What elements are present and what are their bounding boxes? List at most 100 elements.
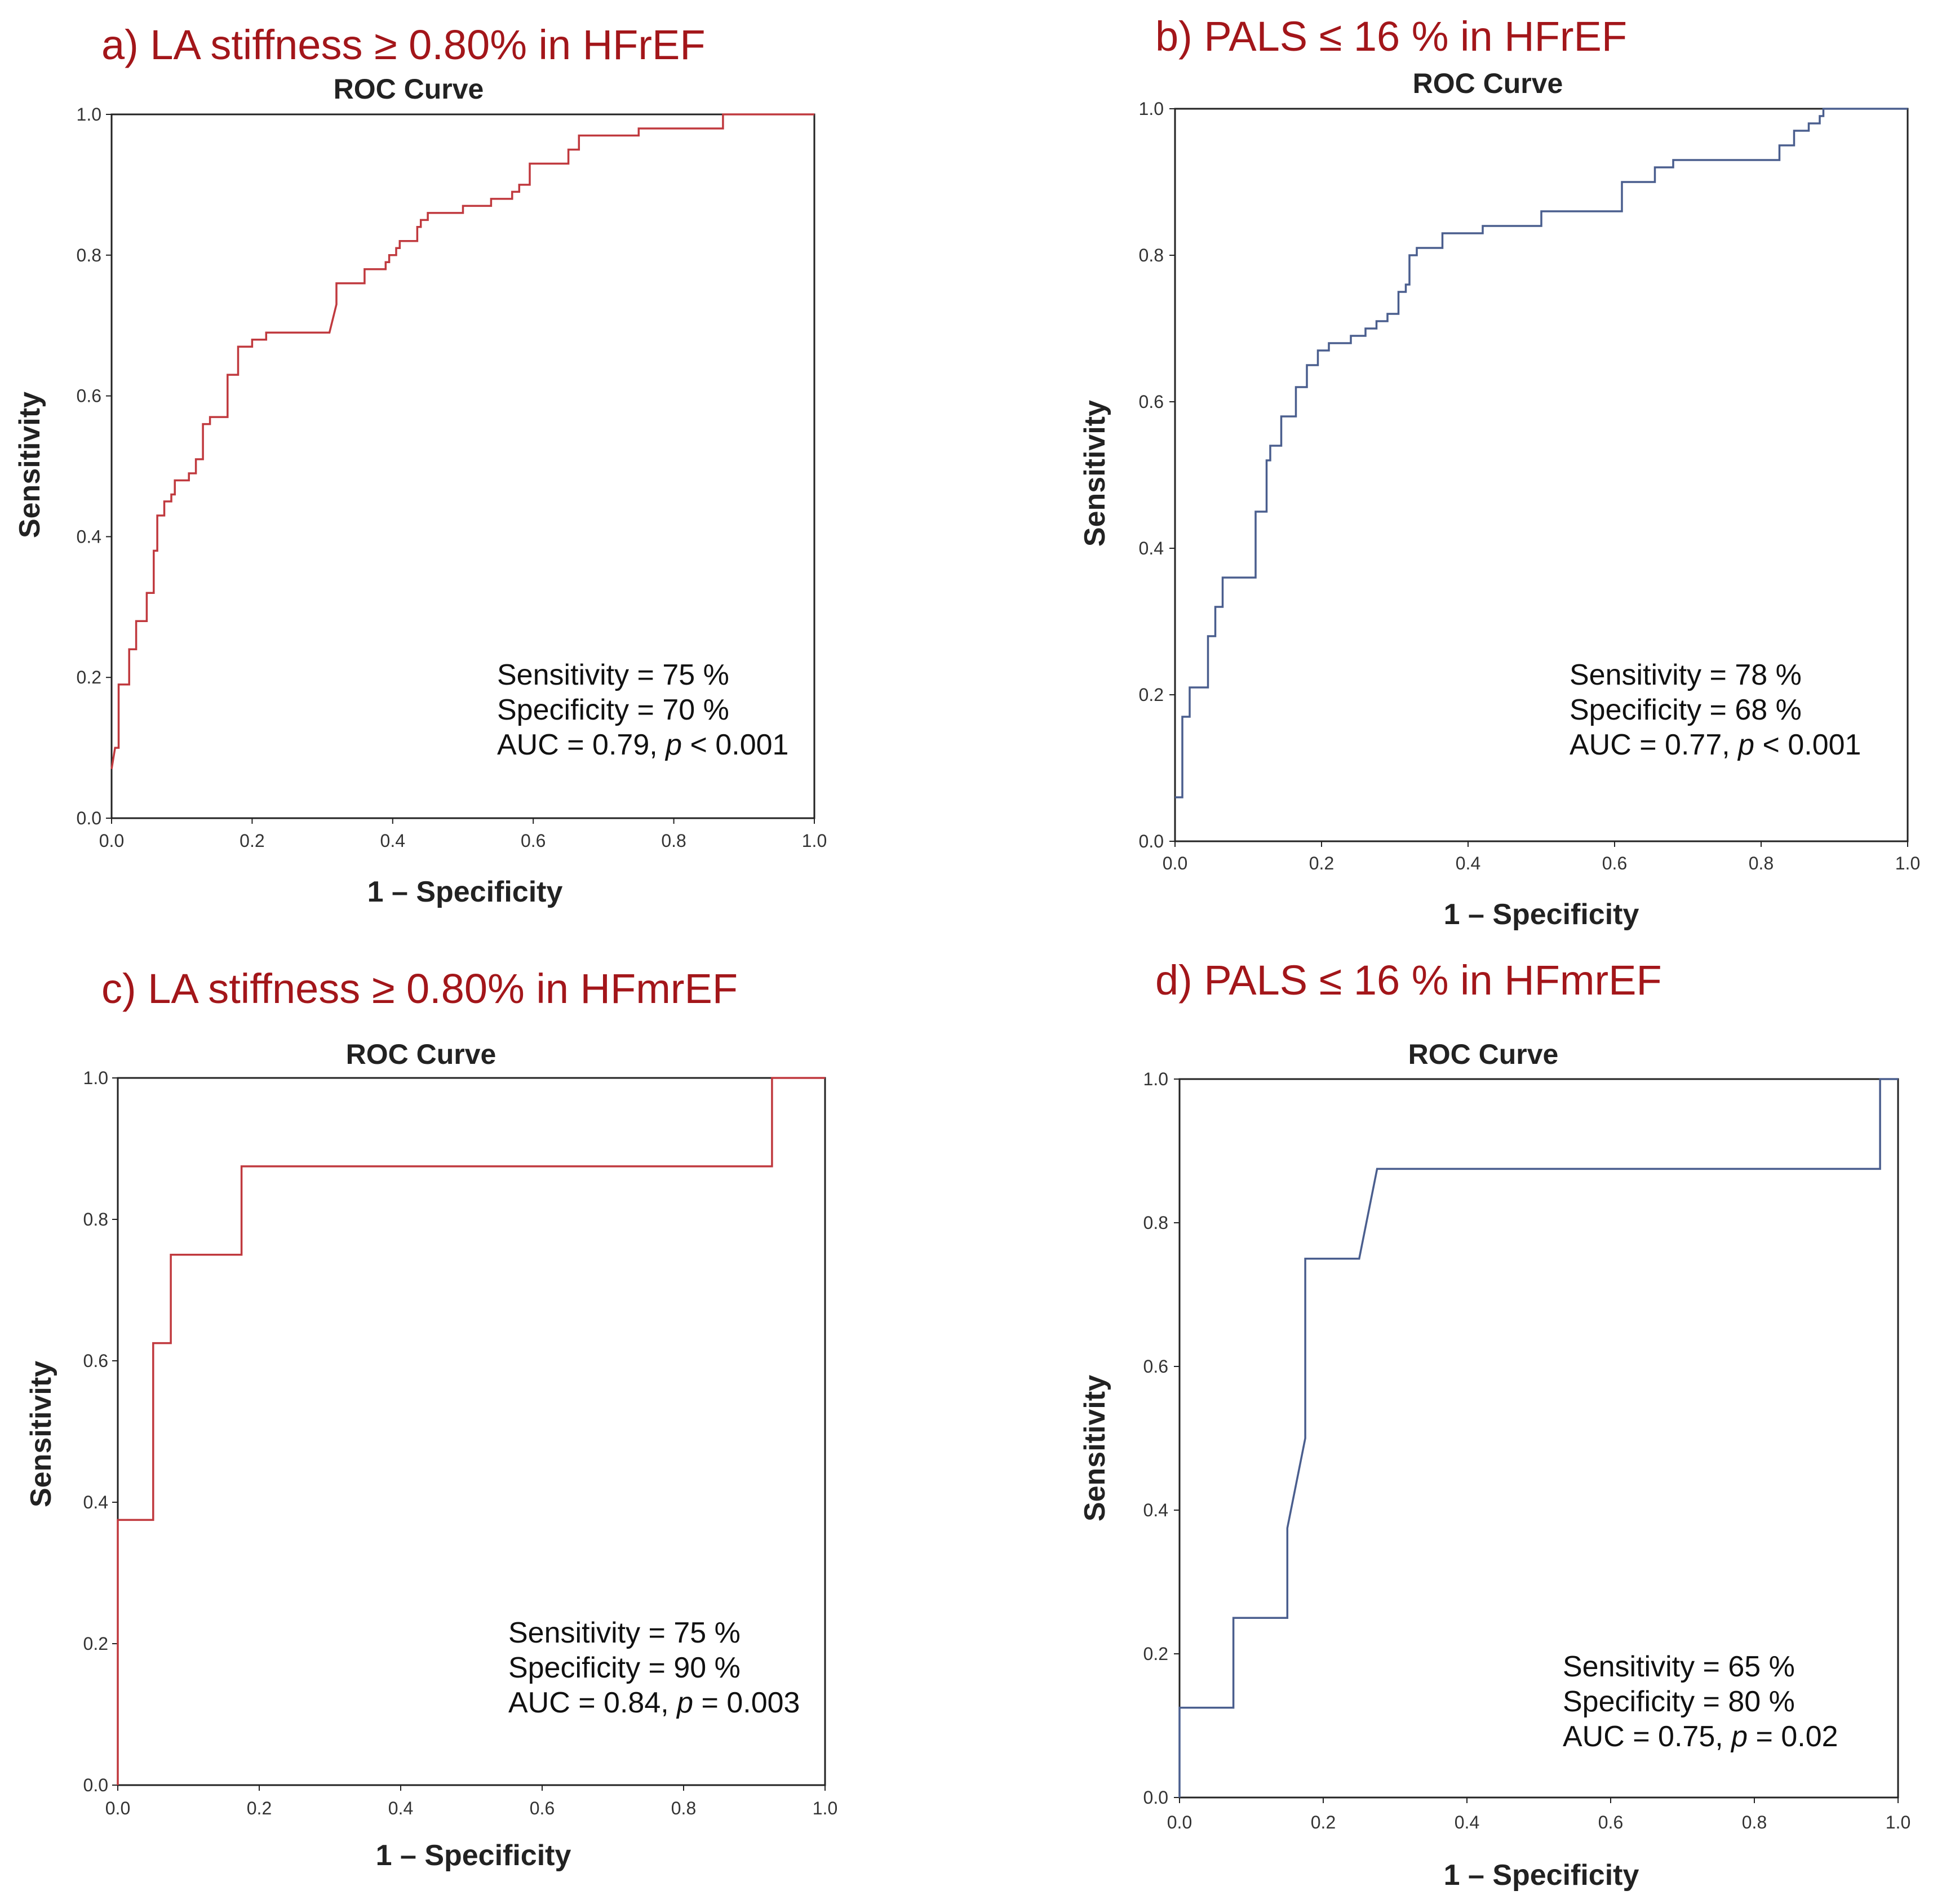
y-tick-label: 0.6 xyxy=(1139,392,1164,412)
x-tick-label: 1.0 xyxy=(813,1798,837,1818)
plot-area xyxy=(1178,1078,1899,1799)
auc-value: AUC = 0.77, xyxy=(1570,729,1738,761)
x-tick-label: 0.8 xyxy=(1742,1812,1767,1832)
p-value: = 0.003 xyxy=(693,1686,800,1719)
y-tick-label: 0.2 xyxy=(1143,1644,1168,1664)
y-tick-label: 0.0 xyxy=(1139,831,1164,851)
y-tick-label: 0.8 xyxy=(77,245,101,265)
auc-value: AUC = 0.75, xyxy=(1563,1720,1731,1753)
chart-title: ROC Curve xyxy=(346,1038,496,1070)
x-tick-label: 1.0 xyxy=(1895,853,1920,873)
auc-annotation: AUC = 0.77, p < 0.001 xyxy=(1570,729,1861,761)
plot-area xyxy=(1174,108,1909,842)
x-tick-label: 0.6 xyxy=(530,1798,555,1818)
auc-annotation: AUC = 0.75, p = 0.02 xyxy=(1563,1720,1838,1753)
x-tick-label: 1.0 xyxy=(802,831,827,851)
x-axis-label: 1 – Specificity xyxy=(367,876,563,908)
y-tick-label: 1.0 xyxy=(83,1068,108,1088)
y-tick-label: 0.4 xyxy=(1143,1500,1168,1520)
specificity-annotation: Specificity = 68 % xyxy=(1570,694,1802,726)
x-tick-label: 0.8 xyxy=(1749,853,1774,873)
y-tick-label: 0.6 xyxy=(1143,1356,1168,1377)
y-tick-label: 1.0 xyxy=(1139,99,1164,119)
p-value: = 0.02 xyxy=(1748,1720,1838,1753)
panel-title: b) PALS ≤ 16 % in HFrEF xyxy=(1155,13,1627,60)
sensitivity-annotation: Sensitivity = 75 % xyxy=(497,659,729,691)
y-tick-label: 0.2 xyxy=(83,1634,108,1654)
x-axis-label: 1 – Specificity xyxy=(376,1839,571,1872)
specificity-annotation: Specificity = 90 % xyxy=(508,1652,741,1684)
y-tick-label: 1.0 xyxy=(1143,1069,1168,1089)
p-symbol: p xyxy=(664,729,682,761)
x-tick-label: 0.2 xyxy=(1309,853,1334,873)
x-tick-label: 1.0 xyxy=(1886,1812,1910,1832)
x-tick-label: 0.8 xyxy=(661,831,686,851)
x-tick-label: 0.0 xyxy=(99,831,124,851)
roc-curve-line xyxy=(1175,108,1908,798)
sensitivity-annotation: Sensitivity = 75 % xyxy=(508,1617,741,1649)
x-tick-label: 0.4 xyxy=(1455,1812,1479,1832)
y-tick-label: 0.2 xyxy=(1139,685,1164,705)
roc-curve-line xyxy=(110,113,814,769)
x-tick-label: 0.2 xyxy=(247,1798,272,1818)
panel-title: a) LA stiffness ≥ 0.80% in HFrEF xyxy=(101,21,706,68)
y-tick-label: 0.2 xyxy=(77,667,101,687)
chart-panel-d: d) PALS ≤ 16 % in HFmrEF ROC Curve 0.0 0.2 0… xyxy=(1079,957,1910,1892)
y-tick-label: 1.0 xyxy=(77,104,101,125)
panel-title: d) PALS ≤ 16 % in HFmrEF xyxy=(1155,957,1662,1004)
auc-value: AUC = 0.84, xyxy=(508,1686,677,1719)
y-tick-label: 0.8 xyxy=(1139,245,1164,265)
p-symbol: p xyxy=(1737,729,1754,761)
p-symbol: p xyxy=(676,1686,693,1719)
x-tick-label: 0.4 xyxy=(388,1798,413,1818)
p-symbol: p xyxy=(1730,1720,1748,1753)
x-tick-label: 0.8 xyxy=(671,1798,696,1818)
y-axis-label: Sensitivity xyxy=(25,1361,57,1507)
plot-area xyxy=(117,1077,826,1786)
x-axis-label: 1 – Specificity xyxy=(1444,898,1639,931)
chart-title: ROC Curve xyxy=(1413,68,1563,99)
sensitivity-annotation: Sensitivity = 78 % xyxy=(1570,659,1802,691)
roc-curve-line xyxy=(1178,1078,1898,1798)
y-tick-label: 0.6 xyxy=(77,386,101,406)
x-tick-label: 0.6 xyxy=(1598,1812,1623,1832)
chart-panel-b: b) PALS ≤ 16 % in HFrEF ROC Curve 0.0 0.2 0.… xyxy=(1079,13,1920,931)
x-tick-label: 0.0 xyxy=(1163,853,1187,873)
x-tick-label: 0.6 xyxy=(521,831,546,851)
x-tick-label: 0.2 xyxy=(240,831,264,851)
roc-curve-line xyxy=(117,1077,825,1785)
specificity-annotation: Specificity = 80 % xyxy=(1563,1685,1795,1718)
auc-annotation: AUC = 0.79, p < 0.001 xyxy=(497,729,788,761)
y-tick-label: 0.8 xyxy=(1143,1213,1168,1233)
auc-annotation: AUC = 0.84, p = 0.003 xyxy=(508,1686,800,1719)
y-tick-label: 0.0 xyxy=(77,808,101,828)
chart-title: ROC Curve xyxy=(334,73,484,105)
panel-title: c) LA stiffness ≥ 0.80% in HFmrEF xyxy=(101,965,738,1012)
auc-value: AUC = 0.79, xyxy=(497,729,666,761)
x-tick-label: 0.4 xyxy=(380,831,405,851)
chart-panel-a: a) LA stiffness ≥ 0.80% in HFrEF ROC Curv… xyxy=(14,21,827,908)
y-tick-label: 0.4 xyxy=(77,526,101,547)
y-tick-label: 0.4 xyxy=(83,1492,108,1512)
specificity-annotation: Specificity = 70 % xyxy=(497,694,729,726)
x-tick-label: 0.0 xyxy=(105,1798,130,1818)
y-axis-label: Sensitivity xyxy=(1079,400,1111,547)
p-value: < 0.001 xyxy=(1754,729,1861,761)
x-tick-label: 0.6 xyxy=(1602,853,1627,873)
y-axis-label: Sensitivity xyxy=(1079,1375,1111,1521)
y-tick-label: 0.0 xyxy=(1143,1787,1168,1808)
x-tick-label: 0.4 xyxy=(1456,853,1480,873)
y-tick-label: 0.0 xyxy=(83,1775,108,1795)
y-tick-label: 0.6 xyxy=(83,1351,108,1371)
x-tick-label: 0.0 xyxy=(1167,1812,1192,1832)
chart-title: ROC Curve xyxy=(1408,1038,1559,1070)
chart-panel-c: c) LA stiffness ≥ 0.80% in HFmrEF ROC Cur… xyxy=(25,965,837,1872)
y-tick-label: 0.8 xyxy=(83,1209,108,1230)
x-tick-label: 0.2 xyxy=(1311,1812,1336,1832)
y-axis-label: Sensitivity xyxy=(14,392,46,538)
sensitivity-annotation: Sensitivity = 65 % xyxy=(1563,1650,1795,1683)
x-axis-label: 1 – Specificity xyxy=(1444,1859,1639,1892)
plot-area xyxy=(110,113,815,819)
y-tick-label: 0.4 xyxy=(1139,538,1164,558)
